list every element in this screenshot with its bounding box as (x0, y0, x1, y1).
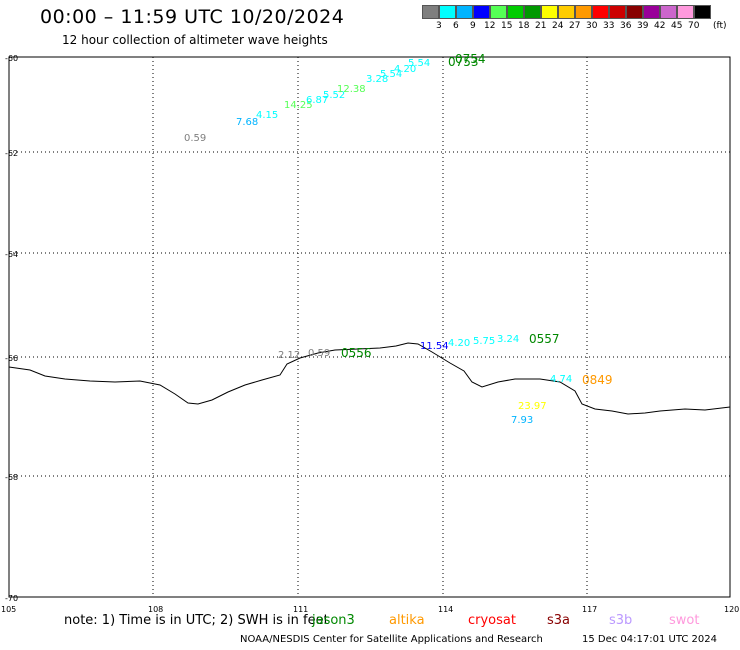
pass-time-label: 0754 (455, 52, 486, 66)
satellite-name: jason3 (312, 613, 355, 628)
credit-line: NOAA/NESDIS Center for Satellite Applica… (240, 634, 543, 645)
satellite-name: swot (669, 613, 700, 628)
wave-height-label: 2.12 (278, 350, 300, 361)
legend-swatch (609, 5, 626, 19)
legend-swatch (694, 5, 711, 19)
legend-swatch (456, 5, 473, 19)
wave-height-label: 6.87 (306, 95, 328, 106)
wave-height-label: 5.75 (473, 336, 495, 347)
legend-value: 6 (453, 21, 459, 31)
legend-value: 45 (671, 21, 683, 31)
axis-tick-labels: -60 -62 -64 -66 -68 -70 105 108 111 114 117 120 (1, 54, 739, 614)
legend-swatch (677, 5, 694, 19)
wave-height-label: 0.59 (308, 348, 330, 359)
legend-value: 27 (569, 21, 581, 31)
wave-height-label: 23.97 (518, 401, 547, 412)
wave-labels: 0.597.684.1514.256.875.5212.383.285.544.… (184, 52, 613, 426)
lat-lon-grid (8, 56, 731, 598)
legend-value: 36 (620, 21, 632, 31)
page-title: 00:00 – 11:59 UTC 10/20/2024 (40, 6, 345, 28)
wave-height-label: 5.52 (323, 90, 345, 101)
satellite-name: altika (389, 613, 425, 628)
legend-value: 15 (501, 21, 513, 31)
legend-swatch (473, 5, 490, 19)
legend-labels: 3 6 9 12 15 18 21 24 27 30 33 36 39 42 45 70 (ft) (422, 19, 740, 33)
legend-swatch (660, 5, 677, 19)
legend-value: 33 (603, 21, 615, 31)
legend-swatch (541, 5, 558, 19)
pass-time-label: 0753 (448, 55, 479, 69)
wave-height-label: 12.38 (337, 84, 366, 95)
wave-height-label: 4.15 (256, 110, 278, 121)
legend-swatch (490, 5, 507, 19)
legend-value: 24 (552, 21, 564, 31)
legend-value: 18 (518, 21, 530, 31)
legend-value: 30 (586, 21, 598, 31)
legend-swatch (524, 5, 541, 19)
generation-timestamp: 15 Dec 04:17:01 UTC 2024 (582, 634, 717, 645)
legend-value: 3 (436, 21, 442, 31)
satellite-name: cryosat (468, 613, 516, 628)
legend-unit: (ft) (713, 21, 727, 31)
lon-tick-label: 111 (293, 605, 308, 614)
satellite-name: s3b (609, 613, 633, 628)
legend-swatch (592, 5, 609, 19)
color-legend: 3 6 9 12 15 18 21 24 27 30 33 36 39 42 45 70 (ft) (422, 5, 740, 33)
map-frame (8, 56, 731, 598)
wave-height-label: 7.68 (236, 117, 258, 128)
legend-swatch (558, 5, 575, 19)
legend-value: 42 (654, 21, 666, 31)
wave-height-label: 3.28 (366, 74, 388, 85)
legend-value: 70 (688, 21, 700, 31)
lon-tick-label: 105 (1, 605, 16, 614)
pass-time-label: 0849 (582, 373, 613, 387)
legend-swatch (643, 5, 660, 19)
legend-swatch (575, 5, 592, 19)
legend-swatch (626, 5, 643, 19)
lat-tick-label: -60 (5, 54, 18, 63)
pass-time-label: 0557 (529, 332, 560, 346)
legend-value: 39 (637, 21, 649, 31)
lon-tick-label: 114 (438, 605, 453, 614)
lon-tick-label: 108 (148, 605, 163, 614)
lat-tick-label: -64 (5, 250, 18, 259)
legend-swatch (507, 5, 524, 19)
coastline (8, 342, 731, 415)
lon-tick-label: 117 (582, 605, 597, 614)
lat-tick-label: -62 (5, 149, 18, 158)
lon-tick-label: 120 (724, 605, 739, 614)
legend-swatch (422, 5, 439, 19)
legend-value: 9 (470, 21, 476, 31)
legend-value: 12 (484, 21, 496, 31)
wave-height-label: 4.20 (394, 64, 416, 75)
wave-height-label: 3.24 (497, 334, 519, 345)
footer-note: note: 1) Time is in UTC; 2) SWH is in fe… (64, 613, 329, 628)
wave-height-label: 0.59 (184, 133, 206, 144)
legend-value: 21 (535, 21, 547, 31)
wave-height-label: 5.54 (408, 58, 430, 69)
wave-height-label: 14.25 (284, 100, 313, 111)
legend-swatch (439, 5, 456, 19)
lat-tick-label: -66 (5, 354, 18, 363)
page-subtitle: 12 hour collection of altimeter wave hei… (62, 33, 328, 47)
wave-height-label: 11.54 (420, 341, 449, 352)
pass-time-label: 0556 (341, 346, 372, 360)
lat-tick-label: -68 (5, 473, 18, 482)
wave-height-label: 4.74 (550, 374, 572, 385)
wave-height-label: 7.93 (511, 415, 533, 426)
lat-tick-label: -70 (5, 594, 18, 603)
wave-height-label: 5.54 (380, 69, 402, 80)
satellite-name: s3a (547, 613, 571, 628)
wave-height-label: 4.20 (448, 338, 470, 349)
legend-swatches (422, 5, 740, 19)
antarctic-coastline (8, 342, 731, 415)
